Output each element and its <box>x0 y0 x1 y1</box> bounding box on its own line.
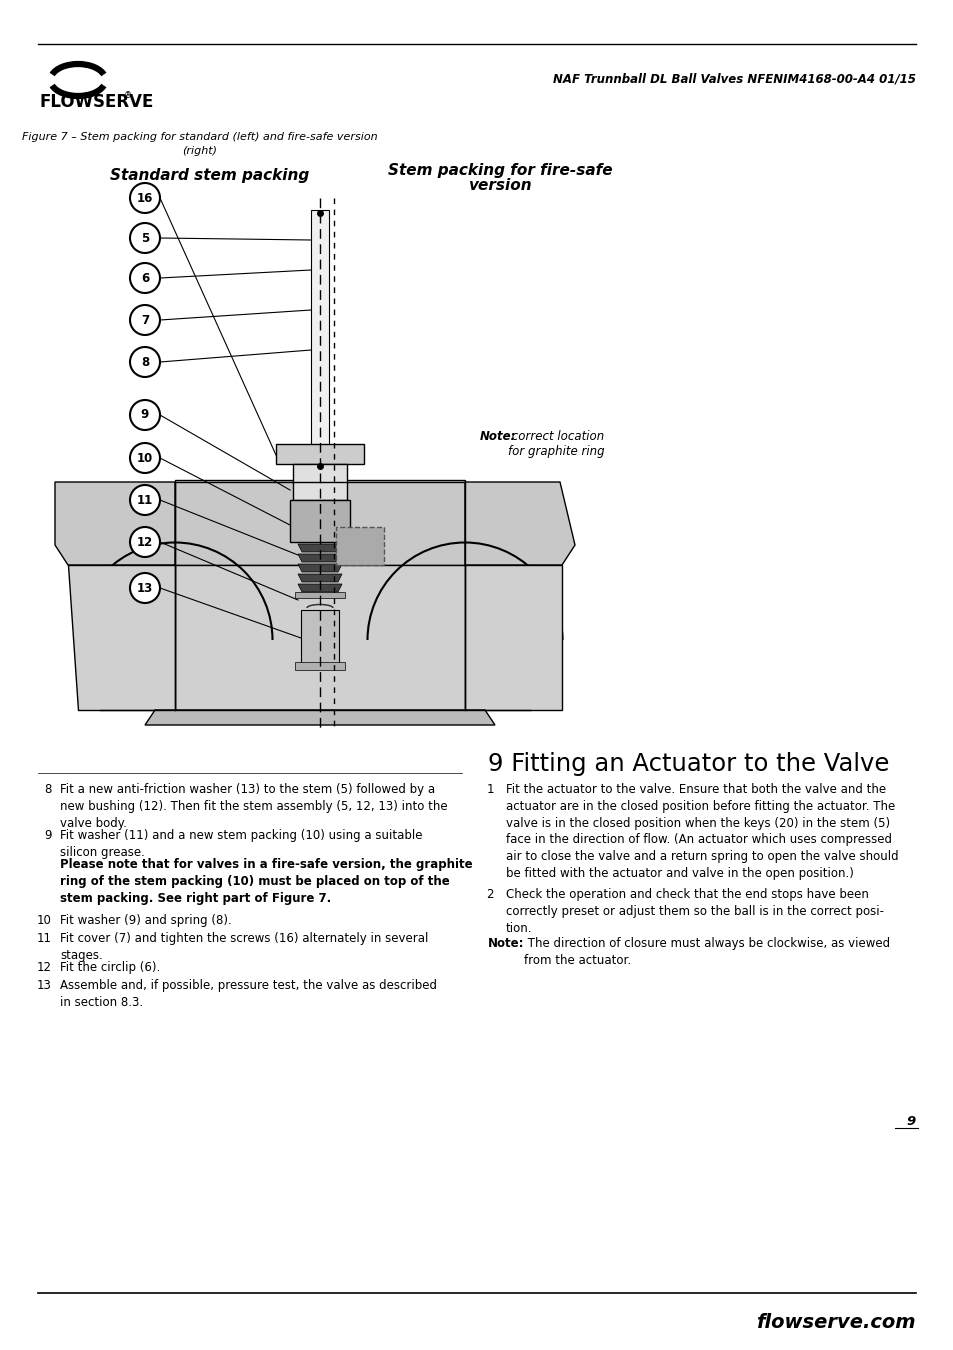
Text: NAF Trunnball DL Ball Valves NFENIM4168-00-A4 01/15: NAF Trunnball DL Ball Valves NFENIM4168-… <box>553 72 915 85</box>
Circle shape <box>130 184 160 213</box>
Text: Please note that for valves in a fire-safe version, the graphite
ring of the ste: Please note that for valves in a fire-sa… <box>60 859 472 905</box>
Text: 9: 9 <box>905 1115 915 1129</box>
Bar <box>290 500 350 541</box>
Polygon shape <box>68 566 174 710</box>
Text: Note:: Note: <box>488 937 524 950</box>
Polygon shape <box>145 710 495 725</box>
Text: Check the operation and check that the end stops have been
correctly preset or a: Check the operation and check that the e… <box>505 888 883 934</box>
Text: Fit a new anti-friction washer (13) to the stem (5) followed by a
new bushing (1: Fit a new anti-friction washer (13) to t… <box>60 783 447 830</box>
Text: 11: 11 <box>136 494 153 506</box>
Text: Assemble and, if possible, pressure test, the valve as described
in section 8.3.: Assemble and, if possible, pressure test… <box>60 979 436 1008</box>
Bar <box>335 526 384 566</box>
Text: 16: 16 <box>136 192 153 204</box>
Text: Standard stem packing: Standard stem packing <box>111 167 310 184</box>
Text: 9 Fitting an Actuator to the Valve: 9 Fitting an Actuator to the Valve <box>488 752 888 776</box>
Text: 13: 13 <box>136 582 153 594</box>
Text: 8: 8 <box>141 355 149 369</box>
Text: 13: 13 <box>37 979 52 992</box>
Text: Fit the actuator to the valve. Ensure that both the valve and the
actuator are i: Fit the actuator to the valve. Ensure th… <box>505 783 898 880</box>
Circle shape <box>130 400 160 431</box>
Text: 2: 2 <box>486 888 494 900</box>
Text: (right): (right) <box>182 146 217 157</box>
Text: Stem packing for fire-safe: Stem packing for fire-safe <box>387 163 612 178</box>
Circle shape <box>130 347 160 377</box>
Text: 5: 5 <box>141 231 149 244</box>
Text: correct location
for graphite ring: correct location for graphite ring <box>507 431 604 458</box>
Bar <box>293 464 347 500</box>
Text: 9: 9 <box>45 829 52 842</box>
Polygon shape <box>297 544 341 552</box>
Text: 10: 10 <box>136 451 153 464</box>
Text: version: version <box>468 178 531 193</box>
Bar <box>294 662 345 670</box>
Bar <box>174 566 464 710</box>
Text: 6: 6 <box>141 271 149 285</box>
Text: Note:: Note: <box>479 431 516 443</box>
Text: FLOWSERVE: FLOWSERVE <box>40 93 154 111</box>
Circle shape <box>130 263 160 293</box>
Bar <box>275 444 364 464</box>
Text: 12: 12 <box>37 961 52 973</box>
Text: flowserve.com: flowserve.com <box>756 1314 915 1332</box>
Polygon shape <box>297 574 341 582</box>
Text: 12: 12 <box>136 536 153 548</box>
Text: 9: 9 <box>141 409 149 421</box>
Text: Fit washer (9) and spring (8).: Fit washer (9) and spring (8). <box>60 914 232 927</box>
Polygon shape <box>297 554 341 562</box>
Text: The direction of closure must always be clockwise, as viewed
from the actuator.: The direction of closure must always be … <box>523 937 889 967</box>
Text: Fit washer (11) and a new stem packing (10) using a suitable
silicon grease.: Fit washer (11) and a new stem packing (… <box>60 829 422 859</box>
Text: ®: ® <box>124 90 132 100</box>
Circle shape <box>130 223 160 252</box>
Bar <box>301 610 338 666</box>
Text: Fit cover (7) and tighten the screws (16) alternately in several
stages.: Fit cover (7) and tighten the screws (16… <box>60 931 428 961</box>
Polygon shape <box>297 564 341 572</box>
Text: 7: 7 <box>141 313 149 327</box>
Bar <box>174 481 464 566</box>
Circle shape <box>130 305 160 335</box>
Circle shape <box>130 443 160 472</box>
Text: 10: 10 <box>37 914 52 927</box>
Text: 8: 8 <box>45 783 52 796</box>
Circle shape <box>130 572 160 603</box>
Circle shape <box>130 526 160 558</box>
Text: Fit the circlip (6).: Fit the circlip (6). <box>60 961 160 973</box>
Bar <box>294 593 345 598</box>
Polygon shape <box>297 585 341 593</box>
Polygon shape <box>55 482 174 566</box>
Bar <box>311 211 329 481</box>
Text: 1: 1 <box>486 783 494 796</box>
Text: Figure 7 – Stem packing for standard (left) and fire-safe version: Figure 7 – Stem packing for standard (le… <box>22 132 377 142</box>
Text: 11: 11 <box>37 931 52 945</box>
Polygon shape <box>464 566 561 710</box>
Circle shape <box>130 485 160 514</box>
Polygon shape <box>464 482 575 566</box>
